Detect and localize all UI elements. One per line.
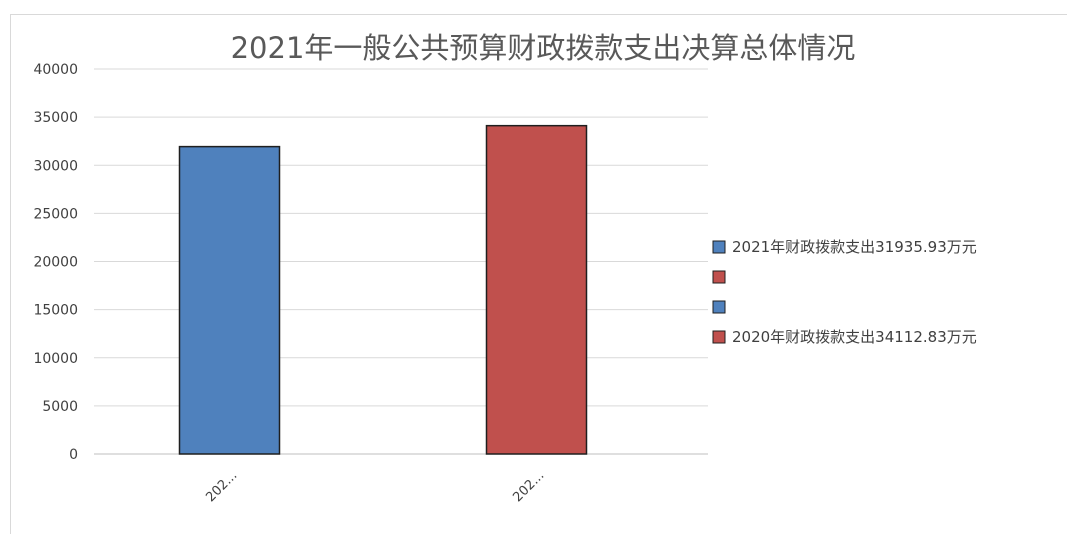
- bar-chart: 2021年一般公共预算财政拨款支出决算总体情况 0 5000 10000 15000 2…: [33, 31, 977, 505]
- y-axis-ticks: 0 5000 10000 15000 20000 25000 30000 35000 40000: [33, 62, 78, 463]
- bars: [178, 124, 588, 455]
- y-tick-label: 25000: [33, 206, 78, 222]
- y-tick-label: 20000: [33, 255, 78, 271]
- y-tick-label: 40000: [33, 62, 78, 78]
- bar: [485, 124, 588, 455]
- y-tick-label: 5000: [42, 399, 78, 415]
- legend-swatch: [712, 240, 726, 254]
- legend-swatch: [712, 300, 726, 314]
- y-tick-label: 0: [69, 447, 78, 463]
- chart-title: 2021年一般公共预算财政拨款支出决算总体情况: [231, 31, 856, 65]
- x-tick-label: 202...: [510, 468, 547, 505]
- chart-frame: [10, 14, 1067, 534]
- gridlines: [94, 68, 708, 455]
- legend-swatch: [712, 270, 726, 284]
- bar: [178, 145, 281, 455]
- y-tick-label: 15000: [33, 303, 78, 319]
- legend-label: 2020年财政拨款支出34112.83万元: [732, 328, 977, 346]
- y-tick-label: 30000: [33, 158, 78, 174]
- y-tick-label: 35000: [33, 110, 78, 126]
- x-tick-label: 202...: [203, 468, 240, 505]
- legend-swatch: [712, 330, 726, 344]
- legend-label: 2021年财政拨款支出31935.93万元: [732, 238, 977, 256]
- legend: 2021年财政拨款支出31935.93万元 2020年财政拨款支出34112.83…: [712, 238, 977, 346]
- x-axis-ticks: 202... 202...: [203, 468, 547, 505]
- y-tick-label: 10000: [33, 351, 78, 367]
